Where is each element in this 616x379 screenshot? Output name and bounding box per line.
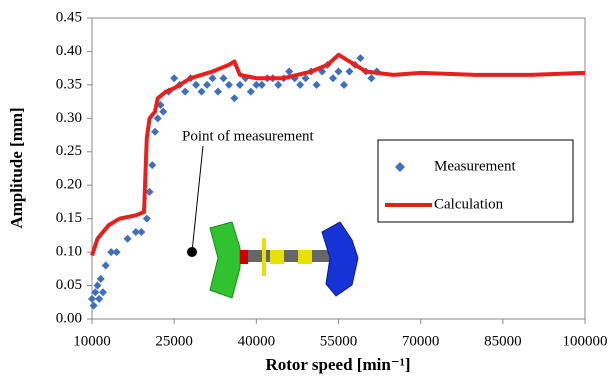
marker xyxy=(198,88,206,96)
legend-label: Calculation xyxy=(434,196,504,212)
marker xyxy=(95,295,103,303)
marker xyxy=(214,88,222,96)
marker xyxy=(97,275,105,283)
x-tick-label: 70000 xyxy=(402,333,440,349)
marker xyxy=(113,248,121,256)
y-tick-label: 0.20 xyxy=(56,177,82,193)
y-tick-label: 0.00 xyxy=(56,310,82,326)
x-tick-label: 85000 xyxy=(484,333,522,349)
x-tick-label: 25000 xyxy=(155,333,193,349)
marker xyxy=(154,114,162,122)
marker xyxy=(93,282,101,290)
marker xyxy=(313,81,321,89)
y-tick-label: 0.25 xyxy=(56,143,82,159)
marker xyxy=(90,302,98,310)
legend-label: Measurement xyxy=(434,158,516,174)
marker xyxy=(258,81,266,89)
marker xyxy=(225,81,233,89)
marker xyxy=(247,88,255,96)
marker xyxy=(203,81,211,89)
marker xyxy=(296,81,304,89)
marker xyxy=(345,68,353,76)
marker xyxy=(102,261,110,269)
y-axis-label: Amplitude [mm] xyxy=(7,107,26,228)
marker xyxy=(170,74,178,82)
marker xyxy=(329,74,337,82)
marker xyxy=(181,88,189,96)
chart: Amplitude [mm] Rotor speed [min⁻¹] Point… xyxy=(0,0,616,379)
marker xyxy=(137,228,145,236)
y-tick-label: 0.05 xyxy=(56,277,82,293)
y-tick-label: 0.45 xyxy=(56,9,82,25)
rotor-illustration xyxy=(210,222,358,298)
marker xyxy=(219,74,227,82)
x-axis-label: Rotor speed [min⁻¹] xyxy=(265,355,410,374)
marker xyxy=(88,295,96,303)
x-tick-label: 40000 xyxy=(238,333,276,349)
marker xyxy=(230,94,238,102)
marker xyxy=(124,235,132,243)
marker xyxy=(335,68,343,76)
annotation-leader xyxy=(192,146,203,252)
annotation: Point of measurement xyxy=(182,128,314,144)
marker xyxy=(99,288,107,296)
y-tick-label: 0.30 xyxy=(56,110,82,126)
marker xyxy=(356,54,364,62)
y-tick-label: 0.10 xyxy=(56,244,82,260)
annotation-dot xyxy=(187,247,197,257)
marker xyxy=(367,74,375,82)
y-tick-label: 0.15 xyxy=(56,210,82,226)
x-tick-label: 10000 xyxy=(73,333,111,349)
marker xyxy=(148,161,156,169)
x-tick-label: 55000 xyxy=(320,333,358,349)
marker xyxy=(209,74,217,82)
marker xyxy=(151,128,159,136)
marker xyxy=(340,81,348,89)
y-tick-label: 0.35 xyxy=(56,76,82,92)
x-tick-label: 100000 xyxy=(563,333,608,349)
y-tick-label: 0.40 xyxy=(56,43,82,59)
marker xyxy=(236,81,244,89)
marker xyxy=(274,81,282,89)
marker xyxy=(192,81,200,89)
marker xyxy=(143,215,151,223)
